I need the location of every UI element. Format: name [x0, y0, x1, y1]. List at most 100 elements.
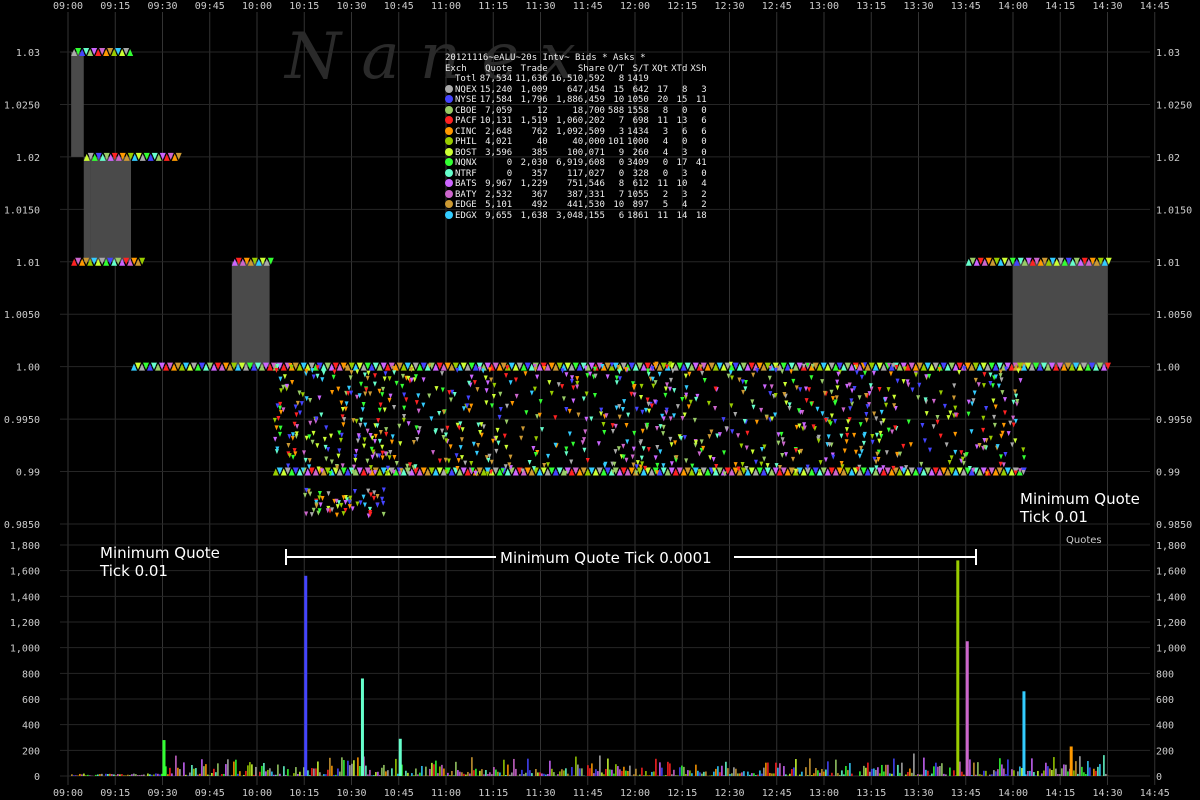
- quote-marker: [944, 442, 949, 448]
- quote-marker: [820, 411, 825, 417]
- quote-marker: [748, 467, 755, 475]
- quote-marker: [1009, 257, 1016, 265]
- quote-marker: [476, 422, 481, 428]
- quote-marker: [1073, 257, 1080, 265]
- legend-cell-qt: 10: [613, 200, 625, 210]
- quote-marker: [864, 363, 871, 371]
- volume-tick-label-left: 600: [22, 695, 40, 706]
- quote-marker: [643, 407, 648, 413]
- quote-marker: [334, 469, 339, 475]
- quote-marker: [708, 362, 715, 370]
- quote-marker: [1021, 469, 1026, 475]
- quote-marker: [989, 258, 996, 266]
- quote-marker: [872, 456, 877, 462]
- quote-marker: [171, 153, 178, 161]
- volume-bar: [613, 773, 615, 776]
- quote-marker: [612, 461, 617, 467]
- quote-marker: [916, 362, 923, 370]
- quote-marker: [219, 363, 225, 371]
- quote-marker: [278, 425, 283, 431]
- volume-bar: [819, 772, 821, 776]
- quote-marker: [720, 363, 727, 371]
- quote-marker: [782, 391, 787, 397]
- volume-bar: [535, 768, 537, 776]
- quote-marker: [860, 467, 867, 475]
- volume-bar: [125, 775, 127, 776]
- legend-cell-quote: 4,021: [485, 137, 513, 147]
- quote-marker: [404, 397, 409, 403]
- quote-marker: [780, 362, 787, 370]
- legend-cell-st: 1419: [627, 74, 649, 84]
- quote-marker: [1013, 418, 1018, 424]
- quote-marker: [773, 412, 778, 418]
- quote-marker: [548, 467, 555, 475]
- quote-marker: [862, 370, 867, 376]
- x-tick-label-bottom: 10:00: [242, 788, 272, 799]
- quote-marker: [665, 382, 670, 388]
- legend-cell-quote: 2,532: [485, 189, 513, 200]
- quote-marker: [280, 468, 287, 476]
- quote-marker: [581, 396, 586, 402]
- quote-marker: [893, 405, 898, 411]
- quote-marker: [953, 412, 958, 418]
- volume-bar: [711, 775, 713, 776]
- volume-bar: [405, 770, 407, 776]
- volume-bar: [123, 775, 125, 776]
- quote-marker: [380, 496, 385, 502]
- quote-marker: [952, 383, 957, 389]
- quote-marker: [646, 401, 651, 407]
- quote-marker: [478, 429, 483, 435]
- left-annotation-line-1: Minimum Quote: [100, 544, 220, 562]
- quote-marker: [299, 401, 304, 407]
- quote-marker: [1089, 362, 1095, 370]
- quote-marker: [83, 257, 90, 265]
- quote-marker: [820, 467, 827, 475]
- volume-bar: [995, 771, 997, 776]
- quote-marker: [764, 467, 771, 475]
- quote-marker: [684, 385, 689, 391]
- quote-marker: [670, 368, 675, 374]
- quote-marker: [280, 363, 287, 371]
- quote-marker: [602, 463, 607, 469]
- quote-marker: [617, 404, 622, 410]
- quote-marker: [674, 455, 679, 461]
- quote-marker: [836, 362, 843, 370]
- legend-cell-share: 18,700: [572, 105, 605, 116]
- volume-bar: [813, 773, 815, 776]
- left-annotation-line-2: Tick 0.01: [99, 562, 168, 580]
- quote-marker: [916, 467, 923, 475]
- quote-marker: [286, 443, 291, 449]
- quote-marker: [904, 468, 911, 476]
- quote-marker: [376, 468, 383, 476]
- x-tick-label-bottom: 09:45: [195, 788, 225, 799]
- quote-marker: [628, 362, 635, 370]
- quote-marker: [330, 389, 335, 395]
- volume-bar: [99, 774, 101, 776]
- x-tick-label-top: 13:15: [856, 1, 886, 12]
- volume-bar: [897, 764, 899, 776]
- quote-marker: [993, 374, 998, 380]
- quote-marker: [1001, 422, 1006, 428]
- volume-bar: [159, 774, 161, 776]
- quote-marker: [83, 48, 90, 55]
- quote-marker: [832, 468, 839, 476]
- quote-marker: [95, 258, 102, 266]
- legend-cell-qt: 7: [618, 189, 625, 200]
- quote-marker: [787, 406, 792, 412]
- quote-marker: [639, 439, 644, 445]
- quote-marker: [672, 468, 679, 476]
- quote-marker: [492, 362, 499, 370]
- quote-marker: [255, 362, 261, 370]
- quote-marker: [596, 467, 603, 475]
- quote-marker: [773, 393, 778, 399]
- quote-marker: [909, 468, 914, 474]
- quote-marker: [760, 468, 767, 476]
- quote-marker: [285, 383, 290, 389]
- quote-marker: [886, 387, 891, 393]
- legend-color-marker: [445, 84, 453, 93]
- volume-bar: [1045, 762, 1047, 776]
- quote-marker: [1013, 389, 1018, 395]
- quote-marker: [682, 435, 687, 441]
- volume-bar: [1029, 770, 1031, 776]
- quote-marker: [879, 409, 884, 415]
